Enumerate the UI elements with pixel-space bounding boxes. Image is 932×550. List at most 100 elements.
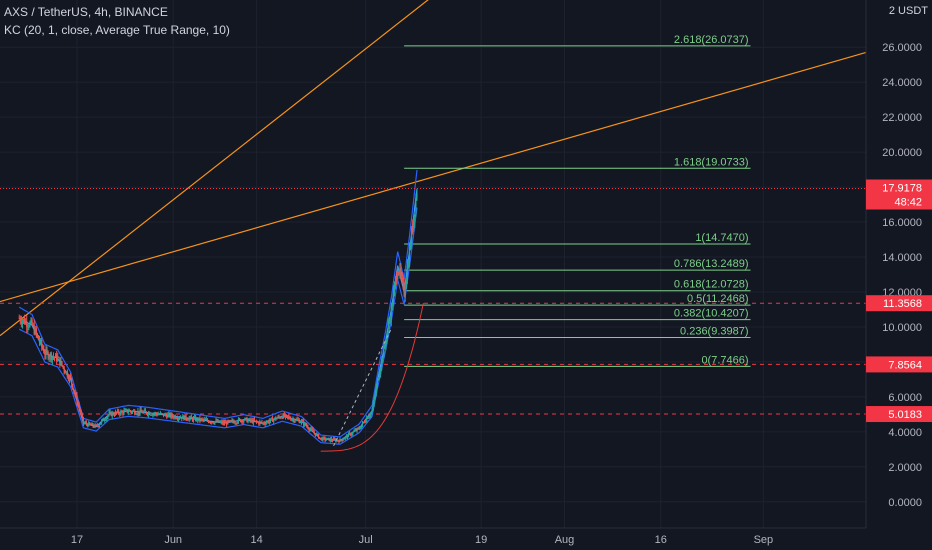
symbol-title: AXS / TetherUS, 4h, BINANCE	[4, 5, 168, 19]
candle-body	[185, 415, 187, 420]
fib-retracement[interactable]: 2.618(26.0737) 1.618(19.0733) 1(14.7470) 0.…	[404, 34, 751, 367]
fib-level-label: 0.236(9.3987)	[680, 325, 749, 337]
y-tick-label: 24.0000	[882, 77, 922, 89]
candle-body	[234, 422, 236, 424]
candle-body	[359, 428, 361, 430]
candle-body	[74, 391, 76, 395]
candle-body	[380, 368, 382, 374]
candle-body	[142, 411, 144, 414]
candle-body	[310, 428, 312, 430]
candle-body	[407, 265, 410, 267]
x-tick-label: Jul	[359, 534, 373, 546]
candle-body	[160, 412, 163, 414]
price-axis[interactable]	[866, 0, 932, 528]
candle-body	[212, 422, 214, 424]
candle-body	[146, 413, 149, 415]
candle-body	[303, 420, 305, 426]
candle-body	[330, 438, 333, 441]
candle-body	[199, 417, 201, 421]
candle-body	[28, 326, 30, 328]
parabolic-curve	[320, 302, 424, 452]
trend-lines[interactable]	[0, 0, 867, 337]
candle-body	[236, 422, 238, 424]
candle-body	[130, 411, 133, 413]
candle-body	[73, 389, 75, 392]
x-tick-label: Jun	[164, 534, 182, 546]
candle-body	[326, 438, 328, 440]
keltner-upper	[18, 169, 418, 438]
candle-body	[46, 349, 48, 352]
candle-body	[342, 439, 344, 441]
candle-body	[53, 357, 56, 359]
level-price-tag: 11.3568	[883, 298, 922, 310]
candle-body	[349, 433, 351, 435]
candle-body	[127, 411, 129, 413]
candle-body	[249, 418, 251, 421]
candle-body	[220, 421, 222, 423]
candle-body	[86, 422, 88, 425]
candle-body	[67, 376, 70, 380]
candle-body	[92, 423, 94, 427]
fib-level-label: 0.5(11.2468)	[687, 293, 749, 305]
candle-body	[243, 420, 245, 423]
candle-body	[145, 411, 148, 414]
x-tick-label: 14	[250, 534, 262, 546]
candle-body	[148, 412, 150, 415]
time-axis[interactable]	[0, 528, 932, 550]
currency-label[interactable]: 2 USDT	[889, 5, 928, 17]
candle-body	[248, 418, 250, 421]
candle-body	[174, 415, 176, 419]
candle-body	[66, 371, 68, 377]
candle-body	[83, 423, 86, 425]
candle-body	[238, 418, 241, 420]
candle-body	[206, 419, 209, 421]
candle-body	[42, 346, 44, 349]
candle-body	[339, 439, 341, 443]
candle-body	[137, 410, 139, 414]
candle-body	[360, 425, 362, 429]
candle-body	[239, 419, 242, 422]
candle-body	[82, 417, 84, 424]
candle-body	[375, 386, 377, 394]
candle-body	[227, 420, 229, 425]
candle-body	[20, 321, 22, 324]
candle-body	[27, 326, 29, 328]
candle-body	[283, 414, 285, 417]
candle-body	[343, 438, 345, 440]
horizontal-levels[interactable]	[0, 302, 866, 415]
candle-body	[157, 414, 159, 416]
candle-body	[202, 419, 204, 421]
candle-body	[390, 306, 392, 321]
countdown-tag: 48:42	[894, 197, 922, 209]
candle-body	[226, 421, 228, 425]
candle-body	[278, 416, 280, 418]
level-price-tag-bg	[866, 356, 932, 373]
candle-body	[43, 348, 45, 354]
candle-body	[340, 439, 342, 441]
fib-level-label: 0.618(12.0728)	[674, 279, 749, 291]
candle-body	[221, 421, 223, 424]
candle-body	[135, 413, 137, 415]
candle-body	[232, 420, 234, 422]
candle-body	[416, 193, 418, 198]
candle-body	[80, 412, 82, 415]
candle-body	[189, 416, 191, 418]
candle-body	[129, 410, 132, 412]
candle-body	[403, 282, 405, 296]
candle-body	[79, 408, 81, 413]
candle-body	[280, 417, 282, 419]
level-price-tag-bg	[866, 406, 932, 423]
candle-body	[44, 353, 46, 356]
candle-body	[140, 409, 142, 412]
candle-body	[288, 416, 290, 418]
candle-body	[109, 411, 111, 413]
candle-body	[268, 420, 271, 423]
candle-body	[123, 410, 125, 414]
candle-body	[235, 422, 237, 424]
candle-body	[156, 413, 158, 416]
candle-body	[296, 419, 298, 421]
candle-body	[214, 421, 216, 424]
candle-body	[118, 410, 120, 414]
candle-body	[277, 416, 279, 419]
